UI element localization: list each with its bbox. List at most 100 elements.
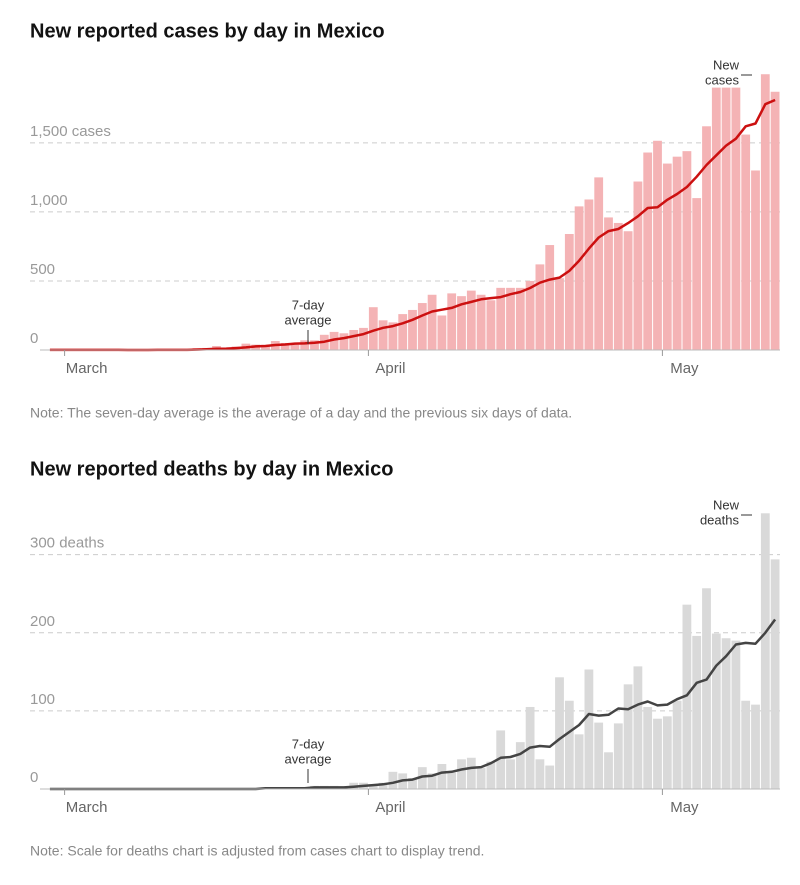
bar (447, 293, 457, 350)
bars-annotation: New (713, 497, 740, 512)
x-tick-label: May (670, 360, 699, 377)
bar (662, 716, 672, 789)
bar (574, 206, 584, 350)
bar (378, 782, 388, 789)
bar (506, 759, 515, 789)
bar (662, 163, 672, 350)
bar (760, 513, 770, 789)
bar (643, 706, 653, 789)
bar (672, 700, 682, 789)
bar (564, 234, 574, 350)
bar (702, 126, 711, 351)
bar (515, 742, 525, 789)
bar (584, 199, 594, 350)
y-tick-label: 1,500 cases (30, 123, 111, 140)
bar (535, 264, 545, 350)
bar (329, 331, 339, 350)
bar (398, 314, 408, 350)
bar (760, 74, 770, 350)
bar (476, 767, 486, 789)
bar (427, 773, 437, 789)
bar (770, 91, 780, 350)
bar (711, 87, 721, 350)
bar (280, 342, 290, 350)
bars-annotation: cases (705, 72, 739, 87)
bar (457, 296, 466, 350)
bar (535, 759, 545, 789)
bar (594, 177, 604, 350)
x-tick-label: March (66, 799, 108, 816)
bar (692, 635, 702, 789)
chart-note: Note: The seven-day average is the avera… (30, 405, 572, 421)
bar (702, 588, 711, 789)
bar (515, 287, 525, 350)
chart-note: Note: Scale for deaths chart is adjusted… (30, 843, 484, 859)
bar (613, 723, 623, 789)
chart: New reported cases by day in Mexico 0 500 1… (30, 20, 780, 421)
bar (584, 669, 594, 789)
bar (300, 340, 310, 350)
bar (417, 303, 427, 350)
bar (486, 300, 496, 350)
bar (368, 784, 378, 789)
bar (545, 245, 555, 350)
bar (466, 290, 476, 350)
y-tick-label: 1,000 (30, 192, 68, 209)
bar (545, 765, 555, 789)
bar (437, 315, 447, 350)
bar (633, 666, 643, 789)
average-annotation: average (285, 312, 332, 327)
bar (496, 730, 506, 789)
bar (555, 677, 564, 789)
average-annotation: average (285, 751, 332, 766)
bar (466, 757, 476, 789)
bar (653, 718, 662, 789)
bar (613, 222, 623, 350)
bar (408, 309, 417, 350)
bar (417, 767, 427, 789)
y-tick-label: 300 deaths (30, 535, 104, 552)
bar (604, 217, 613, 350)
bar (604, 752, 613, 789)
bar (437, 764, 447, 789)
bar (388, 322, 398, 350)
bar (721, 87, 731, 350)
bar (506, 287, 515, 350)
bar (349, 329, 359, 350)
bar (741, 700, 751, 789)
bar (682, 604, 692, 789)
bar (427, 294, 437, 350)
bar (447, 772, 457, 789)
bar (711, 633, 721, 789)
bar (310, 340, 319, 350)
average-annotation: 7-day (292, 736, 325, 751)
x-tick-label: May (670, 799, 699, 816)
bar (594, 722, 604, 789)
chart-title: New reported cases by day in Mexico (30, 20, 385, 42)
bars-annotation: New (713, 57, 740, 72)
chart: New reported deaths by day in Mexico 0 100… (30, 458, 780, 859)
bar (731, 640, 741, 789)
bar (476, 294, 486, 350)
y-tick-label: 100 (30, 691, 55, 708)
bar (368, 307, 378, 350)
x-tick-label: March (66, 360, 108, 377)
bar (751, 170, 760, 350)
bar (408, 778, 417, 789)
y-tick-label: 500 (30, 261, 55, 278)
bar (388, 771, 398, 789)
bar (692, 198, 702, 350)
bar (741, 134, 751, 350)
bar (731, 87, 741, 350)
x-tick-label: April (375, 799, 405, 816)
bar (653, 140, 662, 350)
bar (486, 761, 496, 789)
bars-annotation: deaths (700, 512, 740, 527)
bar (496, 287, 506, 350)
bar (555, 278, 564, 350)
bar (623, 684, 633, 789)
bar (457, 759, 466, 789)
y-tick-label: 200 (30, 613, 55, 630)
bar (623, 231, 633, 350)
bar (721, 638, 731, 789)
